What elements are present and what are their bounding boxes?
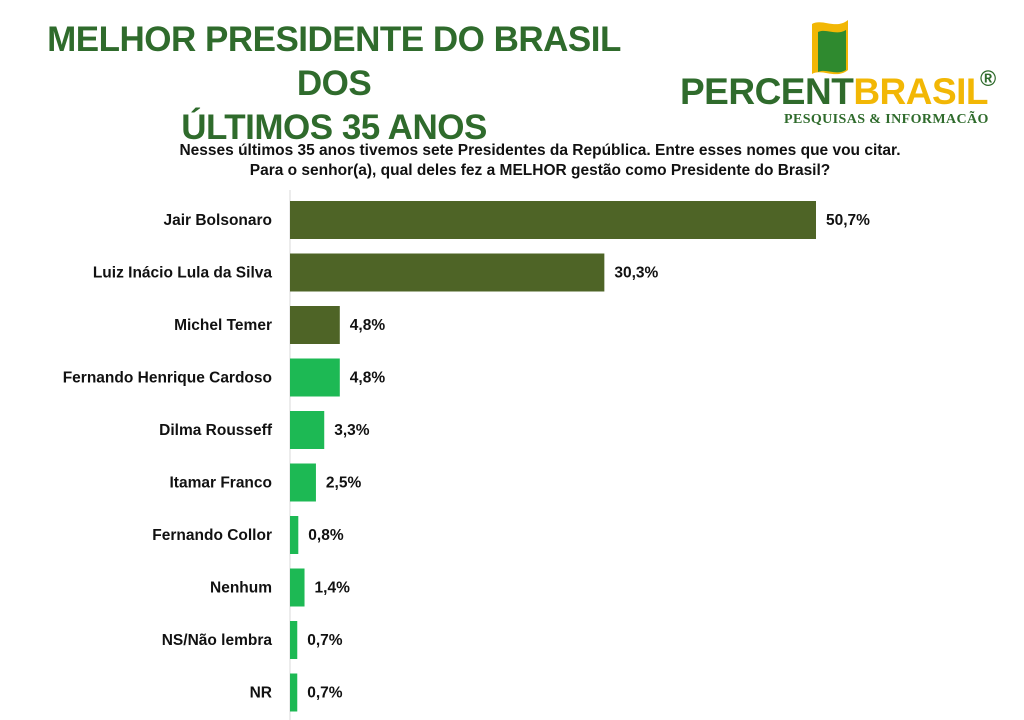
value-label: 2,5% [326,475,362,492]
logo-wordmark: PERCENTBRASIL [680,71,989,112]
bar [290,306,340,344]
question-line-2: Para o senhor(a), qual deles fez a MELHO… [249,162,831,179]
category-label: Jair Bolsonaro [163,212,272,229]
bar [290,463,316,502]
value-label: 1,4% [315,580,351,597]
value-label: 50,7% [826,212,870,229]
survey-question: Nesses últimos 35 anos tivemos sete Pres… [100,141,980,181]
category-label: Itamar Franco [169,475,272,492]
value-label: 4,8% [350,370,386,387]
value-label: 0,7% [307,685,343,702]
logo-tagline: PESQUISAS & INFORMACÃO [784,112,989,127]
bar [290,516,299,554]
bar [290,411,325,449]
registered-mark: ® [980,66,997,91]
bar [290,201,816,239]
bar [290,358,340,397]
value-label: 4,8% [350,317,386,334]
logo-word-part2: BRASIL [853,71,989,112]
value-label: 3,3% [334,422,370,439]
bar [290,621,298,659]
title-line-1: MELHOR PRESIDENTE DO BRASIL DOS [47,20,621,103]
category-label: Fernando Collor [152,527,272,544]
chart-title: MELHOR PRESIDENTE DO BRASIL DOS ÚLTIMOS … [14,18,654,150]
category-label: Nenhum [210,580,272,597]
value-label: 0,7% [307,632,343,649]
category-label: Michel Temer [174,317,272,334]
flag-icon [812,20,848,75]
bar [290,253,605,292]
value-label: 30,3% [614,265,658,282]
value-label: 0,8% [308,527,344,544]
bar [290,673,298,712]
percentbrasil-logo: PERCENTBRASIL ® PESQUISAS & INFORMACÃO [676,12,1016,132]
title-line-2: ÚLTIMOS 35 ANOS [181,108,487,147]
question-line-1: Nesses últimos 35 anos tivemos sete Pres… [179,142,901,159]
category-label: Luiz Inácio Lula da Silva [93,265,273,282]
category-label: Dilma Rousseff [159,422,273,439]
logo-word-part1: PERCENT [680,71,854,112]
bar [290,568,305,607]
category-label: NS/Não lembra [162,632,273,649]
category-label: Fernando Henrique Cardoso [63,370,272,387]
category-label: NR [250,685,272,702]
bar-chart: Jair Bolsonaro 50,7% Luiz Inácio Lula da S… [63,190,870,720]
